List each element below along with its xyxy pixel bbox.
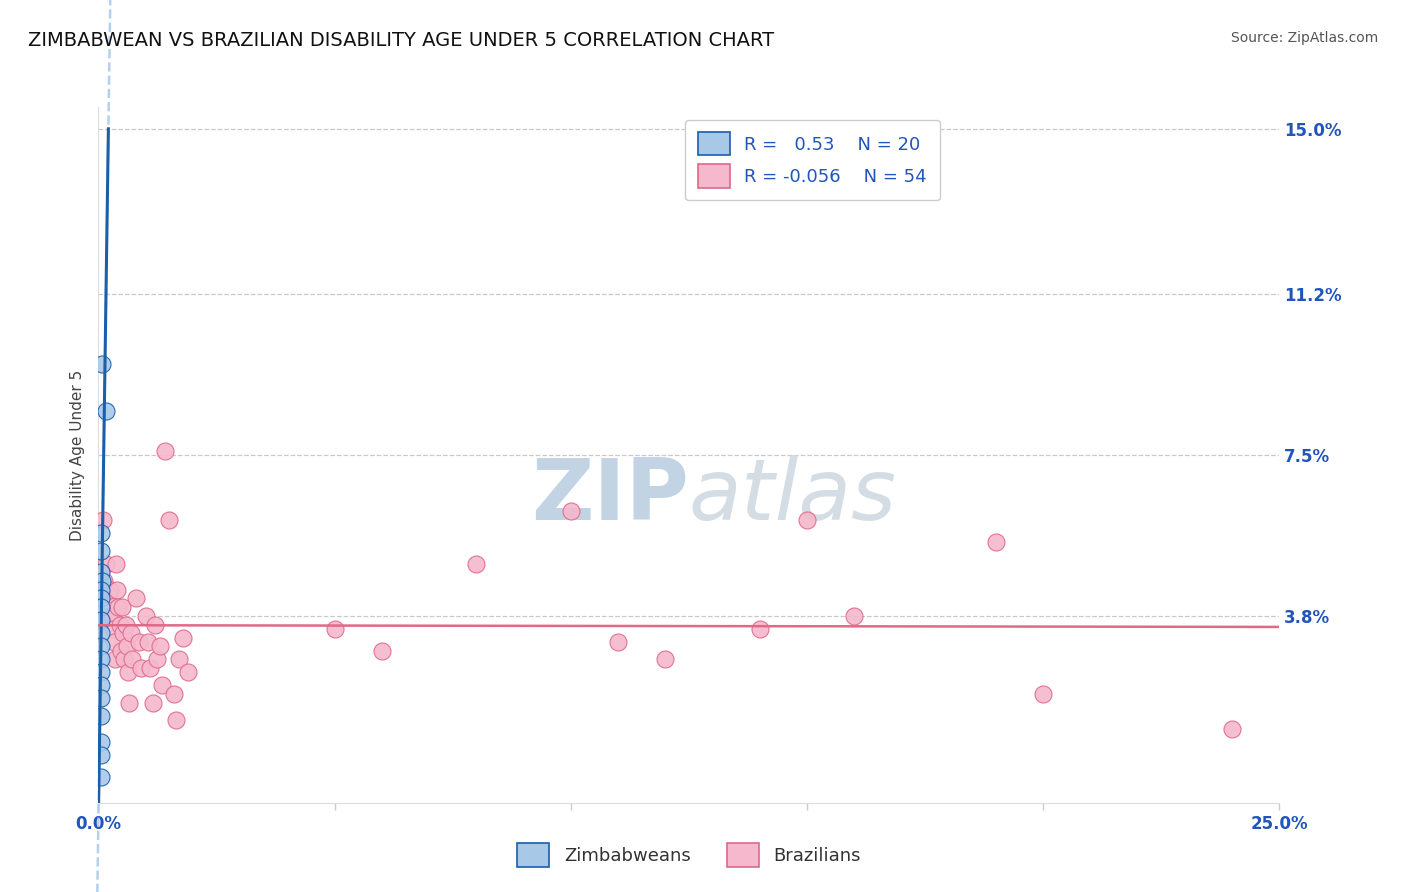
Point: [167, 652, 190, 666]
Y-axis label: Disability Age Under 5: Disability Age Under 5: [70, 369, 86, 541]
Point: [844, 608, 866, 623]
Point: [157, 513, 180, 527]
Point: [90, 652, 112, 666]
Point: [560, 504, 582, 518]
Point: [1032, 687, 1054, 701]
Point: [90, 678, 112, 692]
Point: [371, 643, 394, 657]
Point: [90, 600, 112, 615]
Point: [107, 600, 129, 615]
Legend: Zimbabweans, Brazilians: Zimbabweans, Brazilians: [509, 836, 869, 874]
Point: [90, 708, 112, 723]
Point: [121, 626, 143, 640]
Point: [146, 652, 169, 666]
Point: [748, 622, 770, 636]
Point: [90, 665, 112, 680]
Point: [114, 617, 136, 632]
Point: [90, 613, 112, 627]
Point: [118, 696, 141, 710]
Text: atlas: atlas: [689, 455, 897, 538]
Point: [108, 617, 131, 632]
Point: [93, 574, 115, 588]
Point: [172, 631, 194, 645]
Point: [110, 643, 132, 657]
Text: ZIP: ZIP: [531, 455, 689, 538]
Point: [90, 691, 112, 706]
Point: [90, 582, 112, 597]
Point: [115, 639, 138, 653]
Point: [90, 770, 112, 784]
Point: [136, 635, 159, 649]
Point: [128, 635, 150, 649]
Point: [796, 513, 818, 527]
Point: [90, 747, 112, 762]
Point: [117, 665, 139, 680]
Point: [143, 617, 166, 632]
Text: Source: ZipAtlas.com: Source: ZipAtlas.com: [1230, 31, 1378, 45]
Point: [90, 526, 112, 541]
Point: [97, 608, 120, 623]
Point: [105, 582, 128, 597]
Point: [104, 652, 127, 666]
Point: [165, 713, 187, 727]
Point: [149, 639, 172, 653]
Point: [177, 665, 200, 680]
Point: [94, 404, 117, 418]
Point: [111, 600, 134, 615]
Point: [139, 661, 162, 675]
Point: [142, 696, 165, 710]
Point: [163, 687, 186, 701]
Point: [654, 652, 676, 666]
Point: [112, 652, 135, 666]
Point: [150, 678, 173, 692]
Point: [984, 534, 1007, 549]
Point: [465, 557, 488, 571]
Point: [153, 443, 176, 458]
Point: [607, 635, 630, 649]
Point: [100, 608, 122, 623]
Point: [135, 608, 157, 623]
Point: [90, 735, 112, 749]
Point: [98, 582, 121, 597]
Point: [97, 587, 120, 601]
Point: [91, 513, 114, 527]
Point: [94, 557, 117, 571]
Point: [111, 626, 134, 640]
Point: [90, 591, 112, 606]
Point: [90, 626, 112, 640]
Point: [90, 574, 112, 588]
Point: [103, 635, 125, 649]
Point: [90, 639, 112, 653]
Point: [1220, 722, 1243, 736]
Point: [323, 622, 346, 636]
Point: [129, 661, 152, 675]
Point: [125, 591, 148, 606]
Text: ZIMBABWEAN VS BRAZILIAN DISABILITY AGE UNDER 5 CORRELATION CHART: ZIMBABWEAN VS BRAZILIAN DISABILITY AGE U…: [28, 31, 775, 50]
Point: [90, 566, 112, 580]
Point: [101, 622, 124, 636]
Point: [90, 543, 112, 558]
Point: [105, 557, 128, 571]
Point: [91, 357, 114, 371]
Point: [121, 652, 143, 666]
